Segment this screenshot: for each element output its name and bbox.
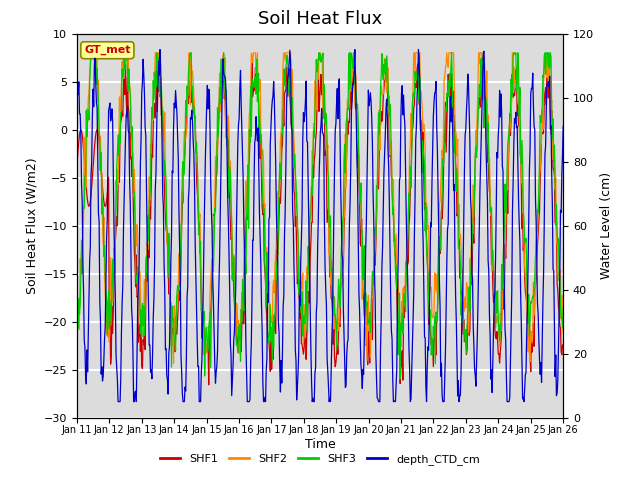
Line: SHF2: SHF2 xyxy=(77,53,563,363)
Line: depth_CTD_cm: depth_CTD_cm xyxy=(77,49,563,402)
SHF1 xyxy=(82,175,90,181)
SHF1 xyxy=(132,284,140,290)
SHF2 xyxy=(380,72,388,77)
SHF1 xyxy=(559,345,567,351)
SHF3 xyxy=(132,281,140,287)
depth_CTD_cm xyxy=(82,373,90,379)
Line: SHF3: SHF3 xyxy=(77,53,563,379)
Line: SHF1: SHF1 xyxy=(77,57,563,385)
Text: GT_met: GT_met xyxy=(84,45,131,55)
SHF1 xyxy=(205,382,212,388)
SHF1 xyxy=(153,54,161,60)
X-axis label: Time: Time xyxy=(305,438,335,451)
Text: Soil Heat Flux: Soil Heat Flux xyxy=(258,10,382,28)
depth_CTD_cm xyxy=(208,228,216,234)
depth_CTD_cm xyxy=(380,170,388,176)
depth_CTD_cm xyxy=(132,399,140,405)
depth_CTD_cm xyxy=(114,399,122,405)
SHF3 xyxy=(82,171,90,177)
SHF3 xyxy=(380,77,387,83)
depth_CTD_cm xyxy=(182,354,190,360)
depth_CTD_cm xyxy=(559,123,567,129)
SHF2 xyxy=(394,276,402,282)
SHF1 xyxy=(208,266,216,272)
Y-axis label: Soil Heat Flux (W/m2): Soil Heat Flux (W/m2) xyxy=(25,157,38,294)
SHF3 xyxy=(182,98,189,104)
SHF3 xyxy=(559,306,567,312)
depth_CTD_cm xyxy=(73,126,81,132)
SHF1 xyxy=(394,335,402,340)
SHF2 xyxy=(73,304,81,310)
SHF3 xyxy=(207,305,215,311)
SHF2 xyxy=(132,243,140,249)
SHF2 xyxy=(88,50,95,56)
SHF1 xyxy=(73,165,81,171)
SHF2 xyxy=(82,161,90,167)
Legend: SHF1, SHF2, SHF3, depth_CTD_cm: SHF1, SHF2, SHF3, depth_CTD_cm xyxy=(156,450,484,469)
SHF3 xyxy=(73,349,81,355)
SHF2 xyxy=(208,256,216,262)
SHF2 xyxy=(182,131,190,137)
SHF3 xyxy=(396,376,404,382)
SHF2 xyxy=(170,360,177,366)
SHF3 xyxy=(394,285,401,291)
SHF1 xyxy=(380,85,388,91)
SHF2 xyxy=(559,331,567,336)
SHF3 xyxy=(87,50,95,56)
Y-axis label: Water Level (cm): Water Level (cm) xyxy=(600,172,612,279)
depth_CTD_cm xyxy=(394,259,402,265)
depth_CTD_cm xyxy=(156,47,164,52)
SHF1 xyxy=(182,131,189,137)
